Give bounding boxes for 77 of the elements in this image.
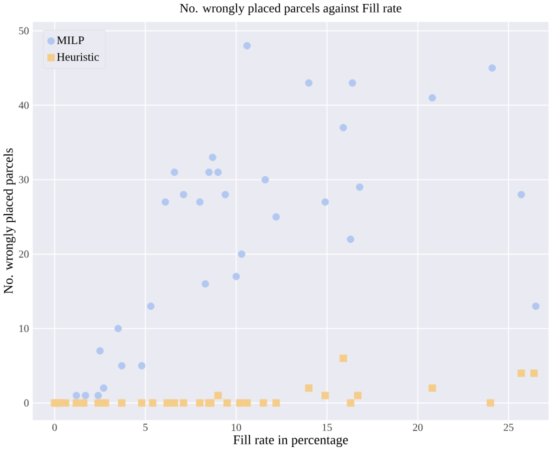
point [236, 400, 244, 407]
y-tick-label: 0 [24, 400, 29, 407]
point [305, 384, 313, 392]
point [428, 94, 436, 102]
point [321, 392, 329, 400]
point [348, 79, 356, 87]
point [518, 370, 525, 378]
point [100, 384, 108, 392]
point [102, 400, 110, 407]
x-tick-label: 10 [232, 424, 242, 432]
point [196, 400, 204, 407]
point [428, 384, 436, 392]
x-tick-label: 20 [412, 424, 423, 432]
point [356, 184, 364, 192]
legend-label: MILP [57, 36, 84, 44]
point [62, 400, 70, 407]
point [94, 400, 102, 407]
point [346, 236, 354, 244]
point [147, 302, 155, 310]
point [321, 198, 329, 206]
point [305, 79, 313, 87]
point [486, 400, 494, 407]
point [118, 362, 126, 370]
x-tick-label: 15 [322, 424, 332, 432]
y-tick-label: 10 [19, 325, 29, 332]
point [162, 198, 170, 206]
chart-title: No. wrongly placed parcels against Fill rate [180, 4, 402, 16]
x-axis-title: Fill rate in percentage [233, 435, 348, 448]
point [138, 400, 146, 407]
y-tick-label: 50 [19, 28, 29, 35]
point [96, 347, 104, 355]
point [72, 400, 80, 407]
x-tick-label: 5 [143, 424, 148, 432]
point [260, 400, 268, 407]
point [272, 213, 280, 221]
y-tick-label: 20 [18, 250, 29, 258]
point [72, 392, 80, 400]
point [232, 272, 240, 280]
point [238, 250, 246, 258]
point [488, 64, 496, 72]
point [208, 154, 216, 162]
point [530, 370, 538, 378]
point [262, 176, 269, 184]
point [354, 392, 362, 400]
y-tick-label: 40 [18, 102, 29, 110]
point [80, 400, 88, 407]
point [118, 400, 126, 407]
point [340, 124, 348, 132]
point [148, 400, 156, 407]
point [180, 400, 188, 407]
y-tick-label: 30 [19, 176, 29, 184]
point [346, 400, 354, 407]
x-tick-label: 0 [52, 424, 57, 432]
point [340, 354, 348, 362]
legend-label: Heuristic [57, 53, 99, 62]
point [138, 362, 146, 370]
point [163, 400, 171, 407]
point [196, 198, 204, 206]
point [170, 400, 178, 407]
point [272, 400, 280, 407]
point [202, 280, 210, 288]
x-tick-label: 25 [504, 424, 514, 432]
point [214, 392, 222, 400]
point [518, 191, 525, 199]
point [94, 392, 102, 400]
point [222, 191, 229, 199]
point [223, 400, 231, 407]
point [205, 168, 213, 176]
point [214, 168, 222, 176]
point [82, 392, 90, 400]
point [532, 302, 540, 310]
point [114, 325, 122, 332]
point [243, 400, 251, 407]
point [180, 191, 188, 199]
point [170, 168, 178, 176]
point [243, 42, 251, 50]
y-axis-title: No. wrongly placed parcels [4, 148, 16, 294]
